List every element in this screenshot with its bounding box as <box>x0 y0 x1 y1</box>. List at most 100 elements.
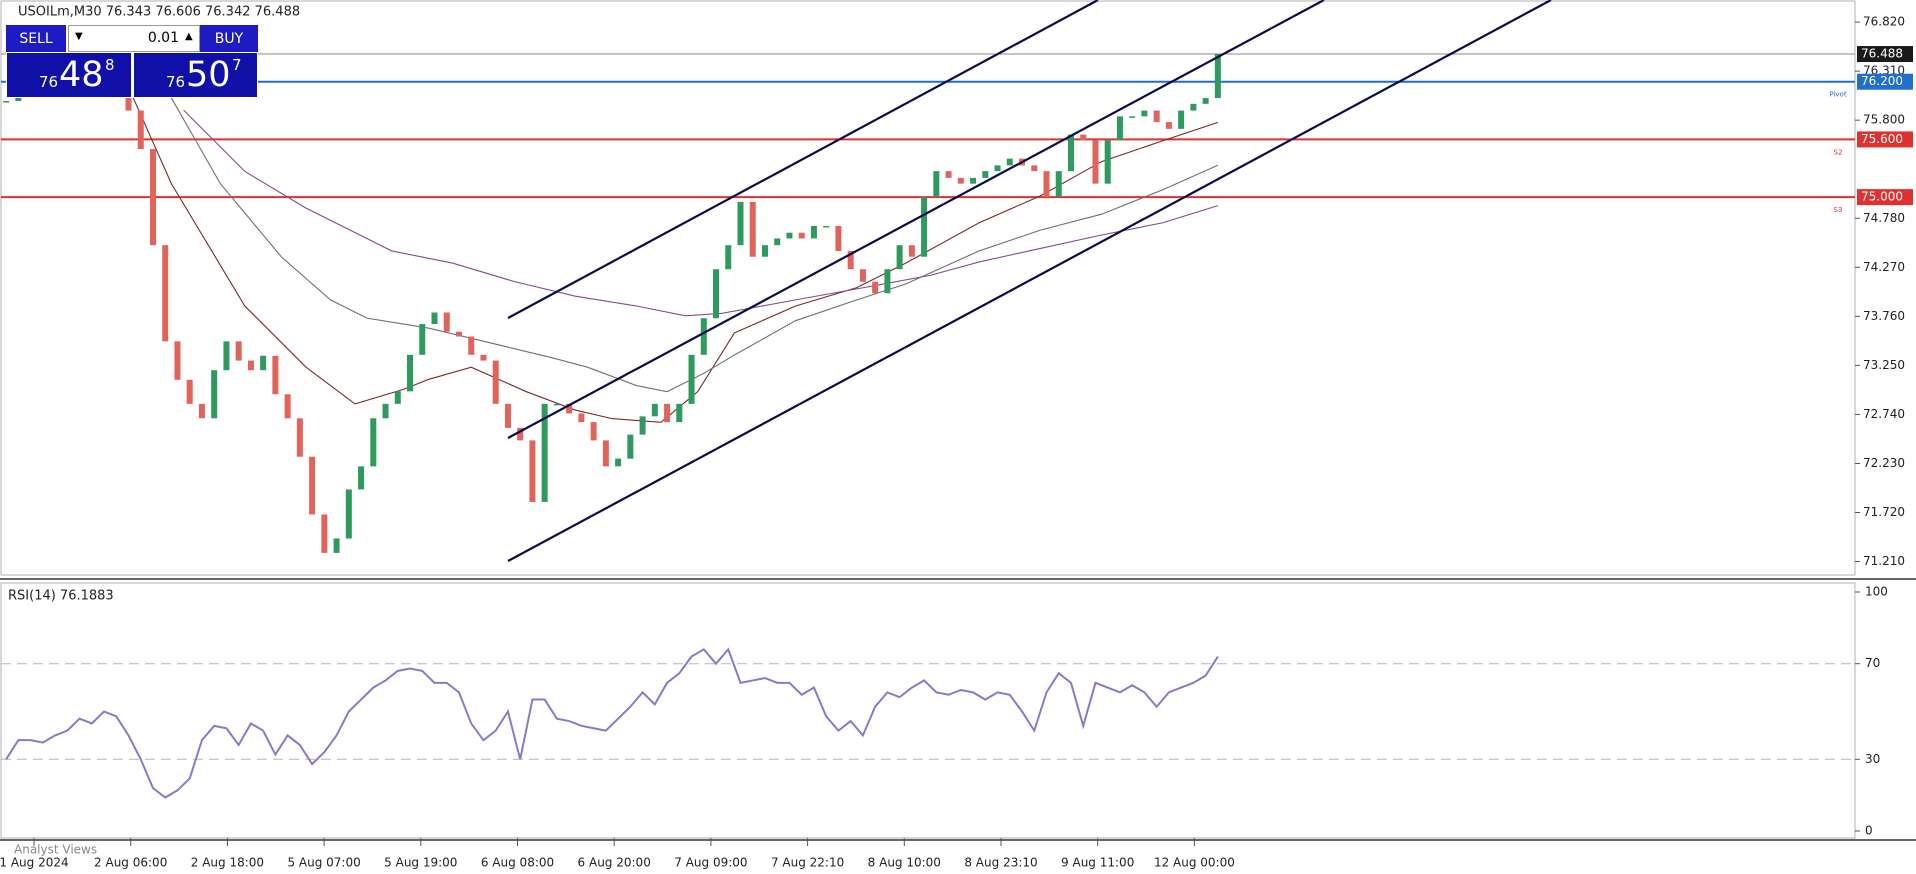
rsi-line <box>5 647 1219 799</box>
candle <box>296 418 303 457</box>
ask-quote[interactable]: 76 50 7 <box>133 52 258 98</box>
y-tick-label: 72.230 <box>1863 456 1905 470</box>
y-tick-label: 74.270 <box>1863 260 1905 274</box>
candle <box>529 440 536 502</box>
ma-slow <box>183 109 1219 317</box>
candle <box>370 418 377 467</box>
candle <box>725 245 732 270</box>
candle <box>419 324 426 355</box>
candle <box>1104 140 1111 184</box>
candle <box>566 403 573 414</box>
x-tick-label: 8 Aug 10:00 <box>868 856 941 870</box>
candle <box>333 538 340 553</box>
x-tick-label: 5 Aug 19:00 <box>384 856 457 870</box>
level-tag <box>1857 46 1913 63</box>
candle <box>1190 103 1197 111</box>
bid-prefix: 76 <box>39 73 59 91</box>
candle <box>272 355 279 395</box>
candle <box>321 514 328 553</box>
level-tag <box>1857 131 1913 148</box>
level-tag <box>1857 189 1913 206</box>
candle <box>553 403 560 406</box>
candle <box>394 391 401 404</box>
candle <box>407 354 414 392</box>
candle <box>382 403 389 419</box>
candle <box>615 458 622 467</box>
channel-line <box>507 0 1325 439</box>
candle <box>1006 158 1013 166</box>
y-tick-label: 71.720 <box>1863 505 1905 519</box>
candle <box>676 403 683 423</box>
trade-panel: SELL ▼ 0.01 ▲ BUY 76 48 8 76 50 7 <box>6 25 258 98</box>
candle <box>798 232 805 239</box>
candle <box>700 318 707 355</box>
rsi-tick-label: 0 <box>1865 824 1873 838</box>
candle <box>921 197 928 257</box>
candle <box>627 434 634 459</box>
candle <box>162 245 169 342</box>
ma-mid <box>170 97 1219 393</box>
bid-main: 48 <box>59 55 104 95</box>
candle <box>835 225 842 251</box>
candle <box>1067 134 1074 172</box>
y-tick-label: 72.740 <box>1863 407 1905 421</box>
sell-button[interactable]: SELL <box>6 25 66 52</box>
candle <box>945 171 952 178</box>
candle <box>847 250 854 270</box>
candle <box>468 336 475 355</box>
candle <box>896 245 903 270</box>
candle <box>737 201 744 246</box>
candle <box>639 416 646 435</box>
y-tick-label: 75.800 <box>1863 113 1905 127</box>
y-tick-label: 76.820 <box>1863 15 1905 29</box>
trend-channel <box>507 0 1552 562</box>
candle <box>1055 171 1062 198</box>
rsi-tick-label: 30 <box>1865 752 1880 766</box>
moving-averages <box>121 73 1219 423</box>
candle <box>1031 165 1038 172</box>
buy-button[interactable]: BUY <box>200 25 258 52</box>
candle <box>125 96 132 111</box>
bid-quote[interactable]: 76 48 8 <box>6 52 132 98</box>
footer-tab[interactable]: Analyst Views <box>14 843 97 857</box>
candle <box>137 110 144 150</box>
lot-value[interactable]: 0.01 <box>147 30 179 46</box>
rsi-tick-label: 70 <box>1865 656 1880 670</box>
lot-field[interactable]: ▼ 0.01 ▲ <box>68 25 200 52</box>
candle <box>713 269 720 319</box>
candle <box>786 232 793 239</box>
candle <box>492 360 499 404</box>
candle <box>1129 116 1136 118</box>
candle <box>1178 110 1185 129</box>
y-tick-label: 71.210 <box>1863 554 1905 568</box>
candle <box>957 177 964 184</box>
candle <box>149 149 156 246</box>
candle <box>970 177 977 184</box>
lot-down[interactable]: ▼ <box>75 31 83 42</box>
candle <box>872 281 879 294</box>
price-panel-frame <box>0 0 1856 576</box>
candle <box>443 312 450 332</box>
ask-main: 50 <box>186 55 231 95</box>
x-tick-label: 5 Aug 07:00 <box>287 856 360 870</box>
level-label: 76.488 <box>1861 47 1903 61</box>
rsi-label: RSI(14) 76.1883 <box>8 589 114 604</box>
candle <box>859 269 866 282</box>
candle <box>247 360 254 371</box>
candle <box>933 171 940 198</box>
candle <box>1092 140 1099 184</box>
candle <box>1080 134 1087 141</box>
lot-up[interactable]: ▲ <box>185 31 193 42</box>
level-tag <box>1857 73 1913 90</box>
symbol-info: USOILm,M30 76.343 76.606 76.342 76.488 <box>18 5 300 20</box>
x-tick-label: 2 Aug 18:00 <box>191 856 264 870</box>
ask-prefix: 76 <box>166 73 186 91</box>
x-tick-label: 1 Aug 2024 <box>0 856 69 870</box>
candle <box>504 403 511 428</box>
candle <box>823 225 830 228</box>
x-tick-label: 7 Aug 09:00 <box>674 856 747 870</box>
candle <box>345 489 352 539</box>
ask-super: 7 <box>232 56 242 74</box>
ma-fast <box>121 73 1219 423</box>
candle <box>1116 116 1123 141</box>
